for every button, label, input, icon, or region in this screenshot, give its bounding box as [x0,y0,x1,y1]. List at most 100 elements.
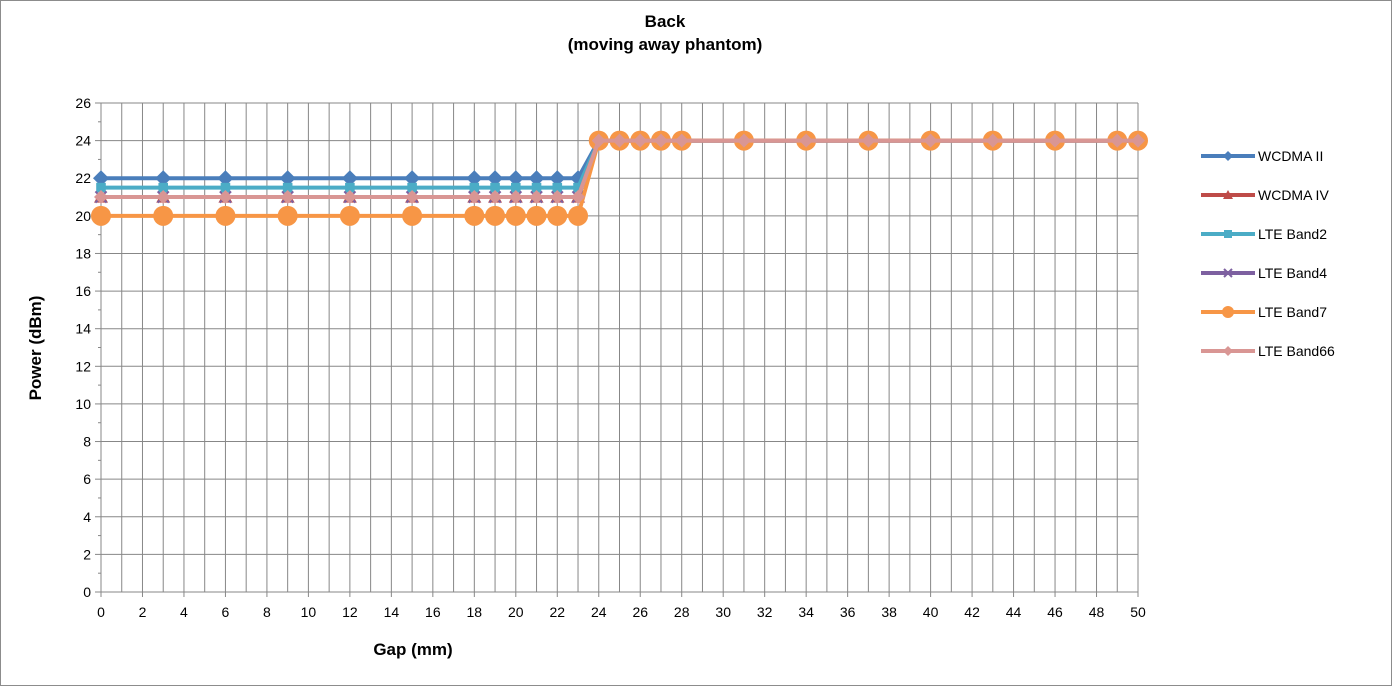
data-point [612,133,627,148]
data-point [511,182,521,193]
y-tick-label: 2 [83,546,91,562]
data-point [507,170,524,187]
data-point [405,190,420,205]
x-tick-label: 20 [508,604,524,620]
data-point [341,170,358,187]
data-point [549,170,566,187]
data-point [215,205,236,226]
data-point [799,133,814,148]
data-point [158,182,169,193]
x-tick-label: 10 [301,604,317,620]
data-point [404,170,421,187]
data-point [526,205,547,226]
data-point [653,133,668,148]
data-point [280,190,295,205]
data-point [633,133,648,148]
y-tick-label: 16 [75,283,91,299]
y-tick-label: 6 [83,471,91,487]
legend-entry: LTE Band4 [1201,265,1327,281]
y-tick-label: 20 [75,208,91,224]
legend-entry: WCDMA II [1201,148,1323,164]
data-point [217,170,234,187]
data-point [93,170,109,187]
x-tick-label: 42 [964,604,980,620]
x-tick-label: 26 [632,604,648,620]
data-point [91,205,111,226]
data-point [1222,306,1234,318]
data-point [220,182,231,193]
x-tick-label: 8 [263,604,271,620]
data-point [218,190,233,205]
data-point [485,205,506,226]
x-tick-label: 36 [840,604,856,620]
data-point [1048,133,1063,148]
data-point [342,190,357,205]
data-point [1224,230,1232,238]
x-tick-label: 22 [549,604,565,620]
x-tick-label: 28 [674,604,690,620]
x-tick-label: 32 [757,604,773,620]
x-tick-label: 40 [923,604,939,620]
data-point [469,182,480,193]
data-point [153,205,174,226]
data-point [1223,268,1233,278]
data-point [1110,133,1125,148]
data-point [407,182,417,193]
data-point [529,190,544,205]
x-tick-label: 50 [1130,604,1146,620]
x-tick-label: 18 [467,604,483,620]
x-tick-label: 0 [97,604,105,620]
legend-entry: LTE Band7 [1201,304,1327,320]
x-tick-label: 4 [180,604,188,620]
x-tick-label: 30 [715,604,731,620]
y-tick-label: 26 [75,95,91,111]
data-point [985,133,1000,148]
data-point [1131,133,1145,148]
data-point [1223,190,1233,199]
data-point [736,133,751,148]
legend-label: LTE Band2 [1258,226,1327,242]
legend-label: WCDMA IV [1258,187,1329,203]
data-point [277,205,298,226]
legend-label: LTE Band7 [1258,304,1327,320]
y-tick-label: 10 [75,396,91,412]
x-tick-label: 16 [425,604,441,620]
data-point [345,182,355,193]
data-point [402,205,423,226]
x-tick-label: 48 [1089,604,1105,620]
chart-subtitle: (moving away phantom) [568,35,763,54]
data-point [923,133,938,148]
data-point [155,170,172,187]
chart-title: Back [645,12,686,31]
data-point [94,190,108,205]
data-point [279,170,296,187]
data-point [531,182,542,193]
data-point [1223,346,1233,356]
x-tick-label: 2 [139,604,147,620]
x-tick-label: 24 [591,604,607,620]
plot-area [91,130,1148,226]
data-point [96,182,106,193]
x-tick-label: 34 [798,604,814,620]
data-point [464,205,485,226]
legend-entry: WCDMA IV [1201,187,1329,203]
data-point [568,205,589,226]
x-tick-label: 46 [1047,604,1063,620]
x-tick-label: 12 [342,604,358,620]
data-point [508,190,523,205]
data-point [528,170,545,187]
data-point [674,133,689,148]
legend: WCDMA II WCDMA IV LTE Band2 LTE Band4 LTE Ba… [1201,148,1335,359]
data-point [488,190,503,205]
y-tick-label: 12 [75,358,91,374]
data-point [156,190,171,205]
y-tick-label: 24 [75,133,91,149]
data-point [339,205,360,226]
data-point [1223,151,1233,161]
data-point [466,170,483,187]
x-tick-label: 6 [222,604,230,620]
data-point [547,205,568,226]
